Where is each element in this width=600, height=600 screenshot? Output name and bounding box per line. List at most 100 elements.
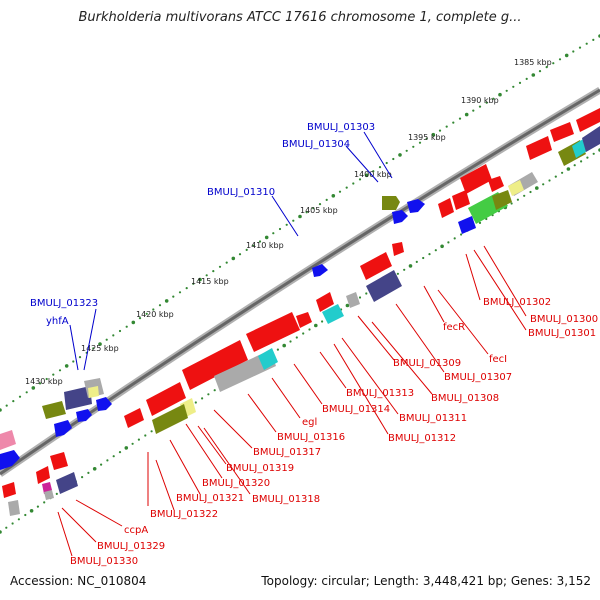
gene-label-BMULJ_01319[interactable]: BMULJ_01319 (226, 463, 294, 474)
ruler-dot (586, 156, 589, 159)
ruler-dot (11, 522, 14, 525)
gene-reverse (36, 466, 50, 484)
ruler-dot (192, 282, 195, 285)
gene-reverse (2, 482, 16, 498)
gene-label-BMULJ_01307[interactable]: BMULJ_01307 (444, 372, 512, 383)
ruler-dot (464, 112, 469, 117)
ruler-dot (472, 109, 475, 112)
ruler-dot (245, 248, 248, 251)
ruler-dot (5, 526, 8, 529)
gene-reverse (56, 472, 78, 494)
ruler-dot (38, 382, 42, 385)
gene-label-fecI[interactable]: fecI (489, 354, 507, 365)
gene-label-BMULJ_01311[interactable]: BMULJ_01311 (399, 413, 467, 424)
gene-label-BMULJ_01309[interactable]: BMULJ_01309 (393, 358, 461, 369)
ruler-dot (231, 256, 236, 261)
ruler-dot (81, 476, 84, 479)
ruler-dot (112, 334, 115, 337)
ruler-dot (276, 348, 279, 351)
ruler-dot (365, 292, 368, 295)
ruler-dot (525, 77, 528, 80)
ruler-dot (531, 73, 536, 77)
accession-text: Accession: NC_010804 (10, 574, 147, 588)
gene-forward (0, 430, 16, 450)
ruler-dot (458, 117, 462, 120)
gene-forward (96, 397, 112, 411)
ruler-dot (453, 237, 456, 240)
ruler-dot (331, 194, 336, 198)
gene-reverse (576, 108, 600, 132)
gene-label-BMULJ_01308[interactable]: BMULJ_01308 (431, 393, 499, 404)
ruler-dot (523, 194, 526, 197)
ruler-dot (434, 249, 437, 252)
ruler-dot (372, 170, 375, 173)
reverse-leaders (57, 245, 527, 557)
gene-label-BMULJ_01317[interactable]: BMULJ_01317 (253, 447, 321, 458)
gene-label-yhfA[interactable]: yhfA (46, 316, 69, 327)
gene-label-fecR[interactable]: fecR (443, 322, 465, 333)
ruler-dot (131, 320, 136, 325)
ruler-dot (218, 265, 222, 268)
gene-label-BMULJ_01304[interactable]: BMULJ_01304 (282, 139, 350, 150)
gene-reverse (360, 252, 392, 280)
ruler-dot (592, 152, 595, 155)
ruler-dot (552, 62, 555, 65)
gene-label-BMULJ_01313[interactable]: BMULJ_01313 (346, 388, 414, 399)
gene-reverse (152, 404, 188, 434)
gene-reverse (582, 126, 600, 152)
gene-reverse (182, 340, 248, 390)
ruler-dot (385, 161, 388, 165)
gene-label-BMULJ_01302[interactable]: BMULJ_01302 (483, 297, 551, 308)
gene-label-BMULJ_01321[interactable]: BMULJ_01321 (176, 493, 244, 504)
gene-label-BMULJ_01320[interactable]: BMULJ_01320 (202, 478, 270, 489)
ruler-dot (558, 58, 562, 61)
ruler-dot (358, 296, 362, 299)
gene-label-ccpA[interactable]: ccpA (124, 525, 148, 536)
gene-label-BMULJ_01301[interactable]: BMULJ_01301 (528, 328, 596, 339)
ruler-dot (201, 397, 204, 400)
ruler-dot (405, 149, 408, 152)
gene-reverse (550, 122, 574, 142)
ruler-dot (510, 202, 513, 205)
reverse-labels: BMULJ_01302 BMULJ_01300 BMULJ_01301 fecR… (70, 297, 598, 567)
gene-label-BMULJ_01303[interactable]: BMULJ_01303 (307, 122, 375, 133)
gene-label-egl[interactable]: egl (302, 417, 317, 428)
ruler-dot (431, 132, 436, 137)
tick-label-1430: 1430 kbp (25, 377, 63, 386)
gene-label-BMULJ_01322[interactable]: BMULJ_01322 (150, 509, 218, 520)
gene-forward (54, 420, 72, 437)
ruler-dot (364, 173, 369, 178)
ruler-dot (198, 277, 202, 282)
ruler-dot (225, 261, 228, 264)
ruler-dot (460, 233, 463, 236)
ruler-dot (43, 501, 46, 504)
ruler-dot (428, 253, 431, 256)
gene-label-BMULJ_01323[interactable]: BMULJ_01323 (30, 298, 98, 309)
ruler-dot (252, 244, 255, 247)
ruler-dot (178, 291, 182, 294)
ruler-dot (447, 241, 450, 244)
gene-label-BMULJ_01314[interactable]: BMULJ_01314 (322, 404, 390, 415)
gene-label-BMULJ_01330[interactable]: BMULJ_01330 (70, 556, 138, 567)
gene-label-BMULJ_01300[interactable]: BMULJ_01300 (530, 314, 598, 325)
ruler-dot (445, 125, 448, 128)
tick-label-1405: 1405 kbp (300, 206, 338, 215)
ruler-dot (138, 317, 142, 320)
gene-label-BMULJ_01329[interactable]: BMULJ_01329 (97, 541, 165, 552)
gene-label-BMULJ_01316[interactable]: BMULJ_01316 (277, 432, 345, 443)
ruler-dot (518, 81, 522, 84)
ruler-dot (403, 268, 406, 271)
tick-label-1390: 1390 kbp (461, 96, 499, 105)
tick-label-1395: 1395 kbp (408, 133, 446, 142)
ruler-dot (131, 442, 134, 445)
ruler-dot (498, 92, 502, 97)
ruler-dot (92, 347, 95, 350)
gene-label-BMULJ_01310[interactable]: BMULJ_01310 (207, 187, 275, 198)
gene-label-BMULJ_01312[interactable]: BMULJ_01312 (388, 433, 456, 444)
ruler-dot (418, 141, 422, 144)
gene-label-BMULJ_01318[interactable]: BMULJ_01318 (252, 494, 320, 505)
ruler-dot (308, 328, 311, 331)
gene-reverse (492, 190, 512, 210)
tick-label-1385: 1385 kbp (514, 58, 552, 67)
